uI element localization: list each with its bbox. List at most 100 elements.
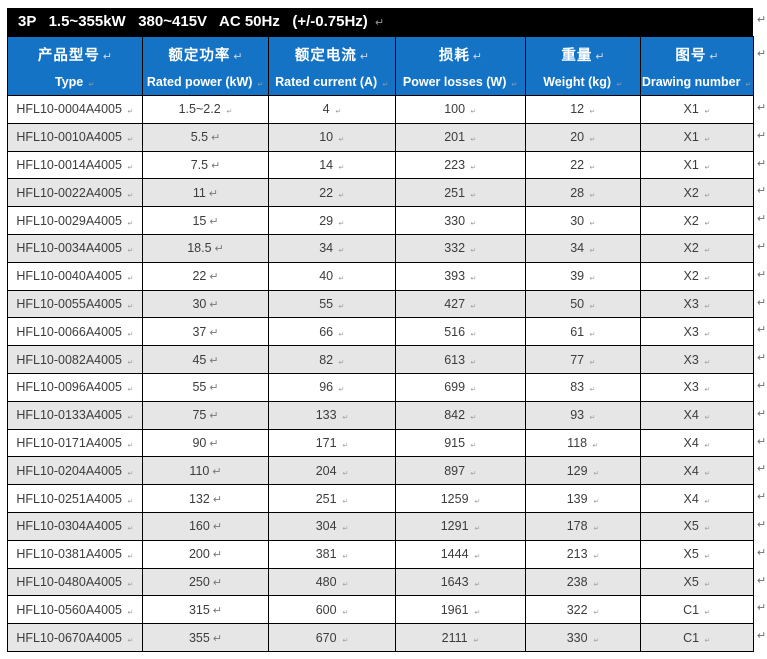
row-end-mark: ↵ bbox=[757, 630, 767, 643]
cell-rated-power: 355 ↵ bbox=[142, 623, 269, 652]
cell-type: HFL10-0004A4005 ↵ bbox=[7, 95, 143, 124]
paragraph-mark: ↵ bbox=[709, 50, 719, 63]
table-row: HFL10-0480A4005 ↵ 250 ↵ 480 ↵ 1643 ↵ 238 ↵ X5… bbox=[7, 567, 754, 597]
cell-rated-current: 10 ↵ bbox=[268, 122, 396, 152]
cell-rated-current: 251 ↵ bbox=[268, 484, 396, 513]
cell-drawing-number: C1 ↵ bbox=[640, 595, 754, 625]
cell-rated-power: 315 ↵ bbox=[142, 595, 269, 625]
col-header-type-zh: 产品型号 bbox=[37, 47, 100, 64]
cell-weight: 129 ↵ bbox=[525, 456, 641, 486]
cell-rated-power: 132 ↵ bbox=[142, 484, 269, 513]
row-end-mark: ↵ bbox=[757, 407, 767, 420]
cell-type: HFL10-0251A4005 ↵ bbox=[7, 484, 143, 513]
cell-rated-current: 82 ↵ bbox=[268, 345, 396, 374]
cell-drawing-number: X1 ↵ bbox=[640, 150, 754, 180]
cell-power-losses: 201 ↵ bbox=[395, 122, 526, 152]
cell-type: HFL10-0022A4005 ↵ bbox=[7, 178, 143, 208]
cell-type: HFL10-0040A4005 ↵ bbox=[7, 261, 143, 291]
cell-rated-power: 55 ↵ bbox=[142, 372, 269, 402]
cell-type: HFL10-0171A4005 ↵ bbox=[7, 428, 143, 458]
row-end-mark: ↵ bbox=[757, 435, 767, 448]
cell-type: HFL10-0304A4005 ↵ bbox=[7, 511, 143, 541]
cell-rated-power: 5.5 ↵ bbox=[142, 122, 269, 152]
table-body: HFL10-0004A4005 ↵ 1.5~2.2 ↵ 4 ↵ 100 ↵ 12 ↵ X1… bbox=[7, 95, 754, 652]
cell-end-mark: ↵ bbox=[616, 80, 623, 88]
table-row: HFL10-0670A4005 ↵ 355 ↵ 670 ↵ 2111 ↵ 330 ↵ C1… bbox=[7, 623, 754, 652]
row-end-marks: ↵ ↵ ↵ ↵ ↵ ↵ ↵ ↵ ↵ ↵ ↵ ↵ ↵ ↵ ↵ ↵ ↵ ↵ ↵ ↵ ↵ ↵ bbox=[757, 0, 767, 659]
row-end-mark: ↵ bbox=[757, 185, 767, 198]
cell-weight: 178 ↵ bbox=[525, 511, 641, 541]
cell-power-losses: 1643 ↵ bbox=[395, 567, 526, 597]
cell-rated-current: 22 ↵ bbox=[268, 178, 396, 208]
cell-type: HFL10-0670A4005 ↵ bbox=[7, 623, 143, 652]
cell-drawing-number: X5 ↵ bbox=[640, 539, 754, 569]
col-header-power-losses-en: Power losses (W) bbox=[402, 74, 507, 89]
document-content: 3P 1.5~355kW 380~415V AC 50Hz (+/-0.75Hz… bbox=[7, 8, 754, 652]
cell-drawing-number: X2 ↵ bbox=[640, 178, 754, 208]
cell-drawing-number: X3 ↵ bbox=[640, 317, 754, 347]
cell-power-losses: 915 ↵ bbox=[395, 428, 526, 458]
row-end-mark: ↵ bbox=[757, 574, 767, 587]
cell-type: HFL10-0560A4005 ↵ bbox=[7, 595, 143, 625]
cell-type: HFL10-0480A4005 ↵ bbox=[7, 567, 143, 597]
cell-rated-power: 90 ↵ bbox=[142, 428, 269, 458]
cell-drawing-number: X3 ↵ bbox=[640, 289, 754, 319]
title-bar: 3P 1.5~355kW 380~415V AC 50Hz (+/-0.75Hz… bbox=[7, 8, 753, 36]
row-end-mark: ↵ bbox=[757, 463, 767, 476]
cell-power-losses: 1961 ↵ bbox=[395, 595, 526, 625]
cell-drawing-number: X5 ↵ bbox=[640, 567, 754, 597]
cell-power-losses: 699 ↵ bbox=[395, 372, 526, 402]
header-row: 产品型号 ↵ Type ↵ 额定功率 ↵ Rated power (kW) ↵ 额定电流… bbox=[7, 36, 754, 96]
row-end-mark: ↵ bbox=[757, 102, 767, 114]
cell-rated-power: 200 ↵ bbox=[142, 539, 269, 569]
cell-power-losses: 842 ↵ bbox=[395, 400, 526, 430]
cell-power-losses: 393 ↵ bbox=[395, 261, 526, 291]
cell-rated-current: 34 ↵ bbox=[268, 233, 396, 263]
cell-drawing-number: X2 ↵ bbox=[640, 206, 754, 235]
col-header-weight-en: Weight (kg) bbox=[543, 74, 612, 89]
table-row: HFL10-0055A4005 ↵ 30 ↵ 55 ↵ 427 ↵ 50 ↵ X3 ↵ bbox=[7, 289, 754, 319]
col-header-rated-power: 额定功率 ↵ Rated power (kW) ↵ bbox=[142, 36, 269, 96]
table-row: HFL10-0034A4005 ↵ 18.5 ↵ 34 ↵ 332 ↵ 34 ↵ X2 ↵ bbox=[7, 233, 754, 263]
cell-weight: 139 ↵ bbox=[525, 484, 641, 513]
row-end-mark: ↵ bbox=[757, 380, 767, 392]
cell-rated-current: 670 ↵ bbox=[268, 623, 396, 652]
cell-weight: 77 ↵ bbox=[525, 345, 641, 374]
row-end-mark: ↵ bbox=[757, 157, 767, 170]
col-header-rated-power-en: Rated power (kW) bbox=[146, 74, 253, 89]
cell-rated-power: 1.5~2.2 ↵ bbox=[142, 95, 269, 124]
cell-rated-current: 204 ↵ bbox=[268, 456, 396, 486]
cell-rated-power: 37 ↵ bbox=[142, 317, 269, 347]
cell-rated-current: 4 ↵ bbox=[268, 95, 396, 124]
cell-rated-current: 55 ↵ bbox=[268, 289, 396, 319]
row-end-mark: ↵ bbox=[757, 48, 767, 60]
cell-type: HFL10-0082A4005 ↵ bbox=[7, 345, 143, 374]
cell-type: HFL10-0010A4005 ↵ bbox=[7, 122, 143, 152]
cell-drawing-number: X2 ↵ bbox=[640, 233, 754, 263]
table-row: HFL10-0014A4005 ↵ 7.5 ↵ 14 ↵ 223 ↵ 22 ↵ X1 ↵ bbox=[7, 150, 754, 180]
table-row: HFL10-0304A4005 ↵ 160 ↵ 304 ↵ 1291 ↵ 178 ↵ X5… bbox=[7, 511, 754, 541]
cell-rated-current: 66 ↵ bbox=[268, 317, 396, 347]
cell-rated-current: 600 ↵ bbox=[268, 595, 396, 625]
cell-rated-power: 18.5 ↵ bbox=[142, 233, 269, 263]
table-row: HFL10-0251A4005 ↵ 132 ↵ 251 ↵ 1259 ↵ 139 ↵ X4… bbox=[7, 484, 754, 513]
cell-drawing-number: X4 ↵ bbox=[640, 456, 754, 486]
col-header-power-losses: 损耗 ↵ Power losses (W) ↵ bbox=[395, 36, 526, 96]
cell-weight: 22 ↵ bbox=[525, 150, 641, 180]
cell-rated-power: 45 ↵ bbox=[142, 345, 269, 374]
cell-rated-power: 110 ↵ bbox=[142, 456, 269, 486]
cell-drawing-number: X3 ↵ bbox=[640, 345, 754, 374]
cell-weight: 12 ↵ bbox=[525, 95, 641, 124]
col-header-drawing-number-en: Drawing number bbox=[641, 74, 741, 89]
cell-rated-power: 22 ↵ bbox=[142, 261, 269, 291]
cell-power-losses: 1291 ↵ bbox=[395, 511, 526, 541]
table-row: HFL10-0096A4005 ↵ 55 ↵ 96 ↵ 699 ↵ 83 ↵ X3 ↵ bbox=[7, 372, 754, 402]
cell-drawing-number: X2 ↵ bbox=[640, 261, 754, 291]
row-end-mark: ↵ bbox=[757, 352, 767, 365]
cell-weight: 30 ↵ bbox=[525, 206, 641, 235]
cell-drawing-number: X4 ↵ bbox=[640, 428, 754, 458]
table-header: 产品型号 ↵ Type ↵ 额定功率 ↵ Rated power (kW) ↵ 额定电流… bbox=[7, 36, 754, 96]
cell-drawing-number: X5 ↵ bbox=[640, 511, 754, 541]
row-end-mark: ↵ bbox=[757, 268, 767, 281]
